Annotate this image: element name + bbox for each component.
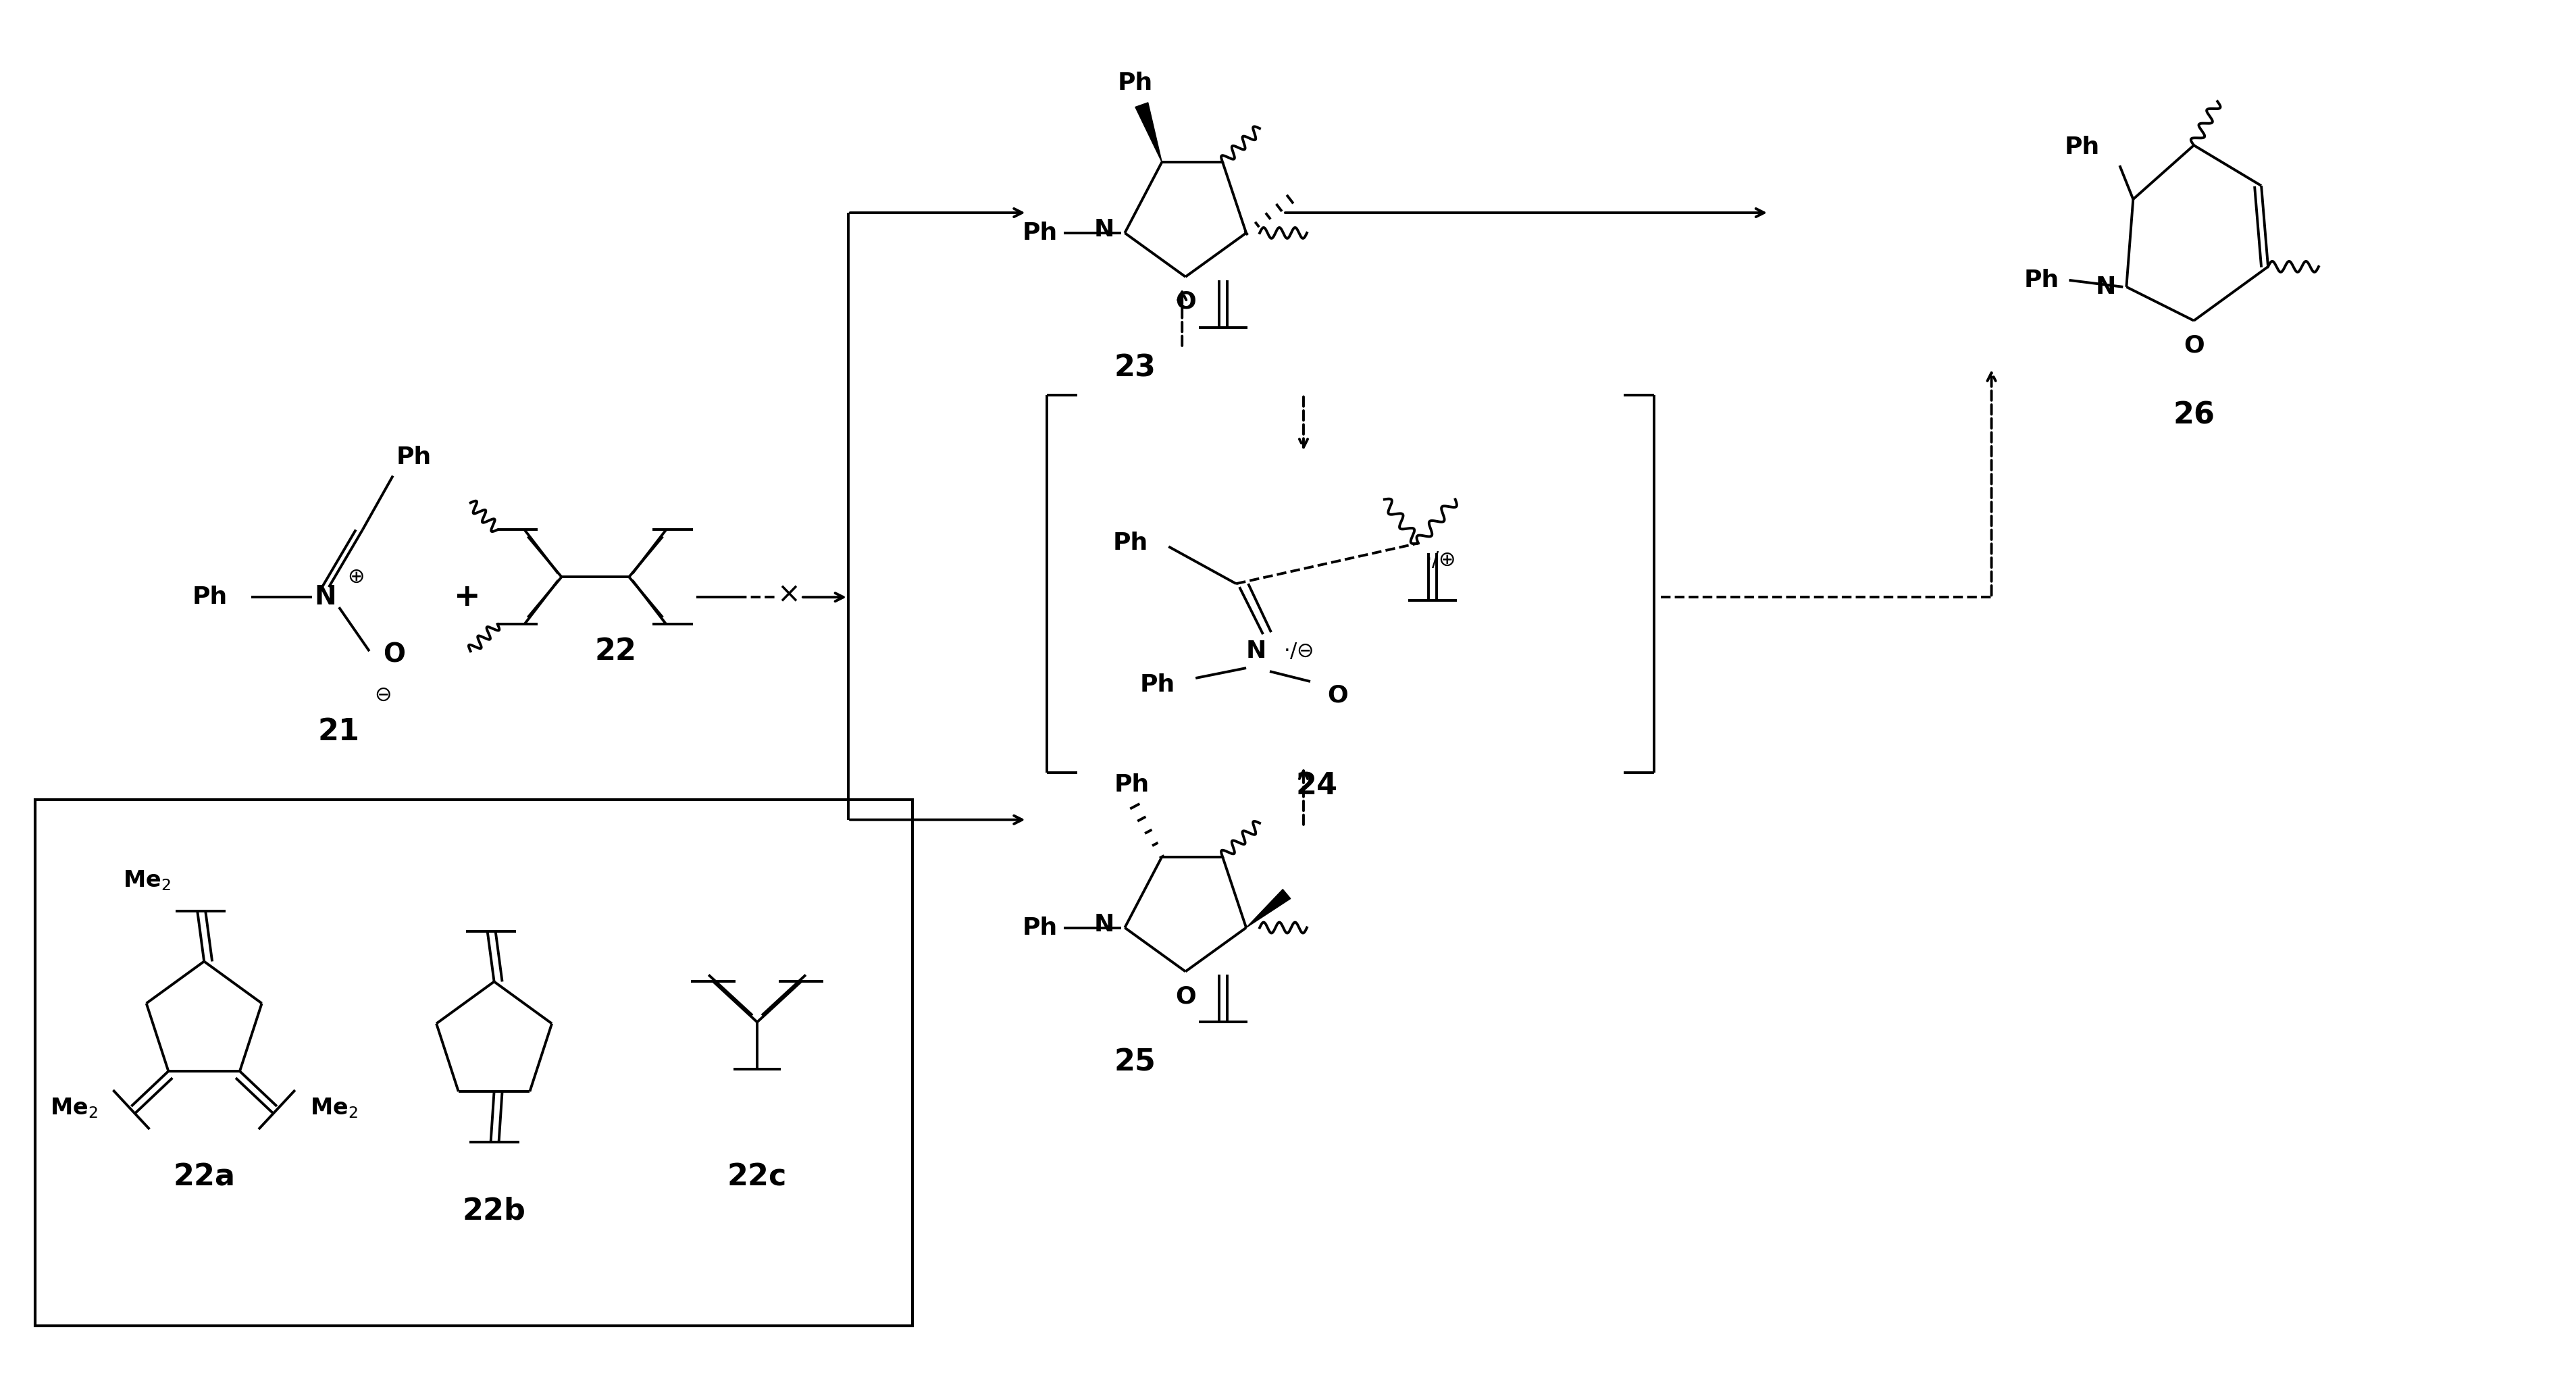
Text: N: N [314, 584, 337, 611]
Text: 23: 23 [1113, 353, 1157, 382]
Text: 21: 21 [317, 718, 361, 747]
Text: Ph: Ph [2063, 135, 2099, 159]
Bar [36, 800, 912, 1326]
Text: Ph: Ph [1118, 71, 1151, 95]
Text: N: N [1247, 640, 1267, 662]
Text: O: O [1175, 290, 1195, 314]
Text: 22c: 22c [726, 1163, 788, 1192]
Text: $\ominus$: $\ominus$ [374, 686, 392, 705]
Text: Ph: Ph [1141, 673, 1175, 697]
Text: 26: 26 [2174, 400, 2215, 429]
Text: Me$_2$: Me$_2$ [124, 868, 170, 892]
Text: O: O [384, 641, 404, 668]
Text: Ph: Ph [1023, 916, 1056, 940]
Text: Me$_2$: Me$_2$ [309, 1097, 358, 1119]
Text: Ph: Ph [2025, 269, 2058, 291]
Text: O: O [1175, 986, 1195, 1008]
Text: $\cdot$/$\ominus$: $\cdot$/$\ominus$ [1283, 641, 1314, 661]
Text: 24: 24 [1296, 771, 1337, 800]
Text: +: + [453, 581, 482, 612]
Text: O: O [1327, 683, 1347, 707]
Text: N: N [1095, 913, 1115, 935]
Text: Ph: Ph [1023, 222, 1056, 244]
Text: 22b: 22b [464, 1196, 526, 1225]
Text: Ph: Ph [1113, 774, 1149, 796]
Polygon shape [1247, 889, 1291, 927]
Text: 22a: 22a [173, 1163, 234, 1192]
Text: N: N [1095, 217, 1115, 241]
Text: Ph: Ph [397, 446, 433, 468]
Text: 25: 25 [1113, 1048, 1157, 1078]
Polygon shape [1136, 103, 1162, 162]
Text: N: N [2097, 276, 2117, 298]
Text: Me$_2$: Me$_2$ [49, 1097, 98, 1119]
Text: $\cdot$/$\oplus$: $\cdot$/$\oplus$ [1425, 551, 1455, 570]
Text: Ph: Ph [1113, 531, 1149, 555]
Text: O: O [2184, 335, 2205, 357]
Text: $\oplus$: $\oplus$ [348, 567, 363, 587]
Text: Ph: Ph [193, 585, 227, 609]
Text: 22: 22 [595, 637, 636, 666]
Text: $\times$: $\times$ [778, 580, 799, 608]
